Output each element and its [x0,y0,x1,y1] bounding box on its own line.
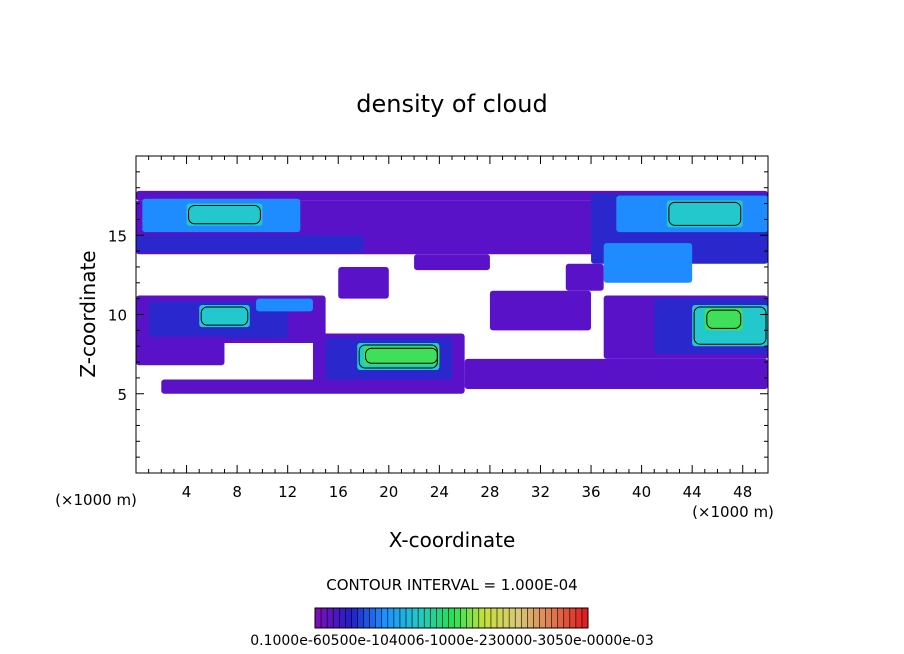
colorbar-swatch [497,608,504,628]
heatmap-cell [414,254,490,271]
heatmap-cell [464,358,768,389]
contour-line [668,201,742,226]
colorbar-swatch [357,608,365,628]
colorbar-swatch [406,608,413,628]
colorbar-swatch [345,608,352,628]
contour-line [200,306,249,326]
x-tick-label: 28 [480,483,499,501]
colorbar-swatch [369,608,377,628]
x-tick-label: 40 [632,483,651,501]
colorbar-swatch [327,608,334,628]
x-axis-ticks: 4 8 12 16 20 24 28 32 36 40 44 48 [148,156,756,501]
heatmap-layer [136,190,768,394]
y-tick-label: 10 [108,307,127,325]
colorbar-labels: 0.1000e-60500e-104006-1000e-230000-3050e… [250,633,654,649]
x-tick-label: 12 [278,483,297,501]
x-tick-label: 8 [232,483,242,501]
colorbar-swatch [454,608,462,628]
colorbar-swatch [551,608,559,628]
colorbar-swatch [557,608,565,628]
colorbar-frame [314,607,589,629]
colorbar-swatch [363,608,371,628]
colorbar-swatch [393,608,401,628]
contour-line [188,205,261,225]
colorbar-swatch [509,608,516,628]
colorbar-swatch [575,608,583,628]
colorbar-swatch [315,608,322,628]
heatmap-cell [256,298,313,312]
heatmap-cell [666,200,743,228]
colorbar-swatch [527,608,534,628]
colorbar-swatch [545,608,553,628]
y-unit-label: (×1000 m) [55,491,137,509]
y-tick-label: 5 [117,386,127,404]
y-axis-ticks: 5 10 15 [108,171,768,458]
colorbar-swatch [478,608,486,628]
x-tick-label: 20 [379,483,398,501]
colorbar-swatch [581,608,589,628]
colorbar-swatch [399,608,407,628]
colorbar-swatch [484,608,492,628]
heatmap-cell [603,243,693,283]
x-tick-label: 4 [182,483,192,501]
x-tick-label: 16 [329,483,348,501]
colorbar-swatch [569,608,577,628]
colorbar-swatch [375,608,383,628]
colorbar-swatch [321,608,328,628]
colorbar-swatch [490,608,498,628]
contour-lines [188,201,767,369]
x-tick-label: 48 [733,483,752,501]
heatmap-cell [704,308,743,331]
colorbar-swatch [418,608,425,628]
colorbar-swatch [521,608,528,628]
colorbar-swatch [472,608,480,628]
heatmap-cell [338,266,389,299]
x-tick-label: 24 [430,483,449,501]
x-tick-label: 36 [581,483,600,501]
colorbar-swatch [448,608,456,628]
colorbar-swatch [412,608,419,628]
chart-title: density of cloud [356,90,547,118]
heatmap-cell [136,235,364,253]
colorbar-swatch [563,608,571,628]
contour-line [365,347,438,364]
x-unit-label: (×1000 m) [692,503,774,521]
colorbar-swatch [466,608,474,628]
colorbar-swatch [539,608,547,628]
colorbar-swatch [460,608,468,628]
colorbar-swatch [387,608,395,628]
heatmap-cell [186,203,263,226]
colorbar-swatch [436,608,443,628]
colorbar-swatch [381,608,389,628]
heatmap-cell [199,304,250,328]
colorbar-swatch [515,608,522,628]
heatmap-cell [363,346,440,366]
y-axis-label: Z-coordinate [76,250,100,377]
colorbar-swatch [430,608,437,628]
colorbar-swatch [333,608,340,628]
y-tick-label: 15 [108,227,127,245]
colorbar-swatch [533,608,540,628]
colorbar-swatch [503,608,510,628]
x-axis-label: X-coordinate [389,528,516,552]
colorbar-swatch [351,608,358,628]
colorbar [314,607,589,629]
contour-line [693,306,767,345]
contour-interval-text: CONTOUR INTERVAL = 1.000E-04 [326,576,577,594]
x-tick-label: 44 [683,483,702,501]
colorbar-swatch [339,608,346,628]
heatmap-cell [565,263,604,291]
heatmap-cell [136,336,225,366]
x-tick-label: 32 [531,483,550,501]
contour-line [706,309,742,329]
heatmap-cell [489,290,592,331]
colorbar-swatch [442,608,449,628]
colorbar-swatch [424,608,431,628]
heatmap-cell [161,379,465,394]
